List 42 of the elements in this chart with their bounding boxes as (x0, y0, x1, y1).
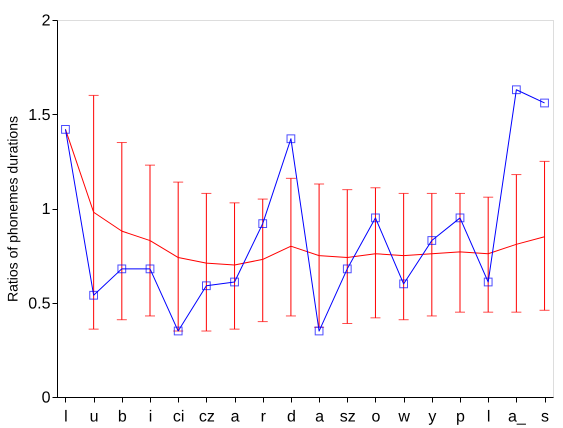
y-tick-label: 2 (42, 12, 51, 30)
point (117, 264, 126, 274)
point (399, 280, 408, 288)
x-tick-label: b (118, 408, 127, 426)
x-tick-label: i (148, 408, 152, 426)
point (258, 219, 268, 228)
point (89, 290, 98, 300)
point (427, 236, 436, 245)
point (174, 326, 183, 336)
y-tick-label: 0.5 (28, 295, 51, 312)
x-tick-label: l (64, 408, 68, 426)
x-tick-label: w (397, 408, 410, 426)
point (286, 134, 296, 144)
point (342, 264, 352, 274)
y-tick-label: 1 (42, 201, 51, 218)
point (540, 98, 549, 108)
point (146, 264, 154, 274)
point (371, 214, 380, 222)
y-tick-label: 1.5 (28, 106, 51, 124)
x-tick-label: u (90, 408, 99, 426)
x-tick-label: a (230, 408, 240, 426)
point (202, 281, 211, 290)
x-tick-label: ci (172, 408, 184, 426)
x-tick-label: s (541, 408, 550, 426)
point (61, 124, 70, 134)
x-tick-label: a (315, 408, 324, 426)
point (484, 278, 493, 286)
x-tick-label: sz (340, 408, 356, 426)
y-axis-title: Ratios of phonemes durations (4, 116, 20, 302)
point (512, 85, 521, 94)
x-tick-label: a_ (508, 408, 527, 426)
point (314, 326, 324, 336)
x-tick-label: o (372, 408, 380, 426)
y-tick-label: 0 (42, 390, 51, 406)
x-tick-label: l (486, 408, 490, 426)
point (230, 278, 239, 286)
x-tick-label: y (428, 408, 436, 426)
x-tick-label: p (456, 408, 466, 426)
point (456, 214, 464, 222)
x-tick-label: d (286, 408, 296, 426)
x-tick-label: r (260, 408, 267, 426)
x-tick-label: cz (198, 408, 215, 426)
